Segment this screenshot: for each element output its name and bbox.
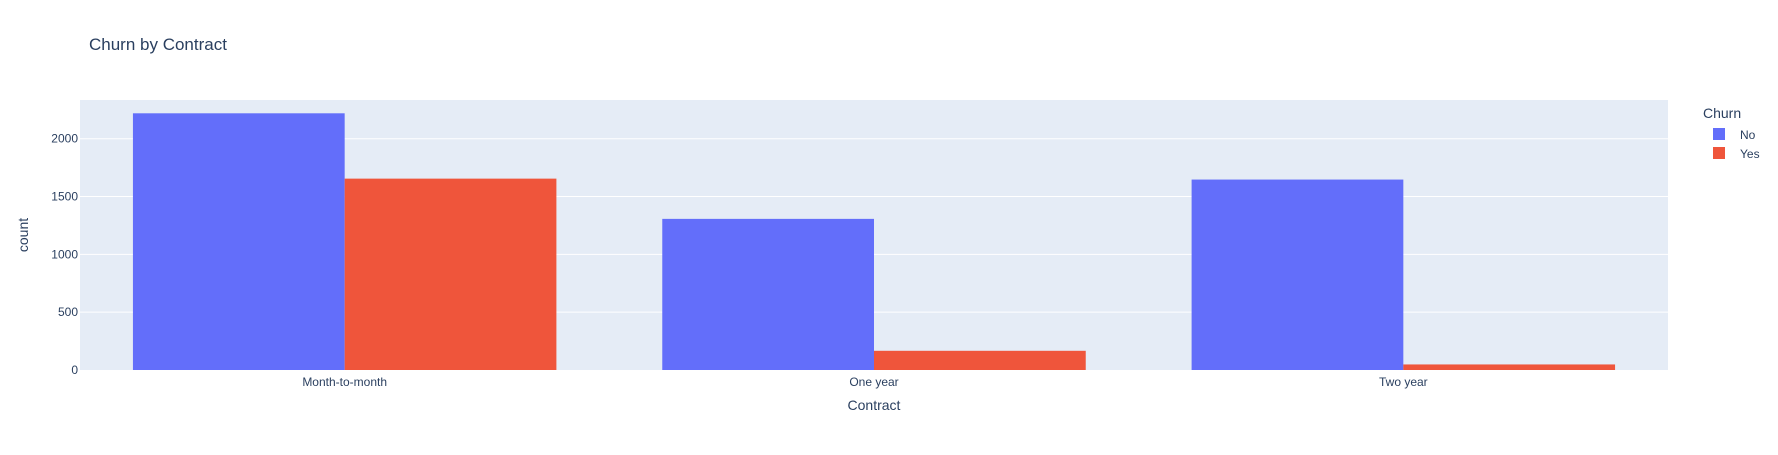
bar-yes-0: [344, 178, 557, 370]
bar-no-2: [1191, 179, 1404, 370]
legend: Churn No Yes: [1703, 105, 1760, 161]
y-tick-label: 2000: [51, 132, 78, 146]
legend-label-yes: Yes: [1740, 147, 1760, 161]
bar-yes-1: [874, 350, 1086, 370]
y-tick-label: 1500: [51, 190, 78, 204]
y-tick-label: 0: [71, 363, 78, 377]
bar-no-1: [662, 218, 874, 370]
x-axis-ticks: Month-to-month One year Two year: [302, 375, 1427, 389]
y-axis-title: count: [15, 218, 31, 252]
y-axis-ticks: 0 500 1000 1500 2000: [51, 132, 78, 377]
legend-swatch-no: [1713, 128, 1725, 140]
y-tick-label: 500: [58, 305, 78, 319]
x-tick-label: One year: [849, 375, 898, 389]
x-axis-title: Contract: [848, 397, 901, 413]
legend-swatch-yes: [1713, 147, 1725, 159]
y-tick-label: 1000: [51, 247, 78, 261]
chart-title: Churn by Contract: [89, 35, 227, 54]
x-tick-label: Two year: [1379, 375, 1428, 389]
bar-yes-2: [1403, 364, 1616, 370]
legend-title: Churn: [1703, 105, 1741, 121]
bar-no-0: [132, 113, 345, 371]
bars: [132, 113, 1616, 371]
x-tick-label: Month-to-month: [302, 375, 387, 389]
legend-items: No Yes: [1713, 128, 1760, 161]
legend-label-no: No: [1740, 128, 1756, 142]
